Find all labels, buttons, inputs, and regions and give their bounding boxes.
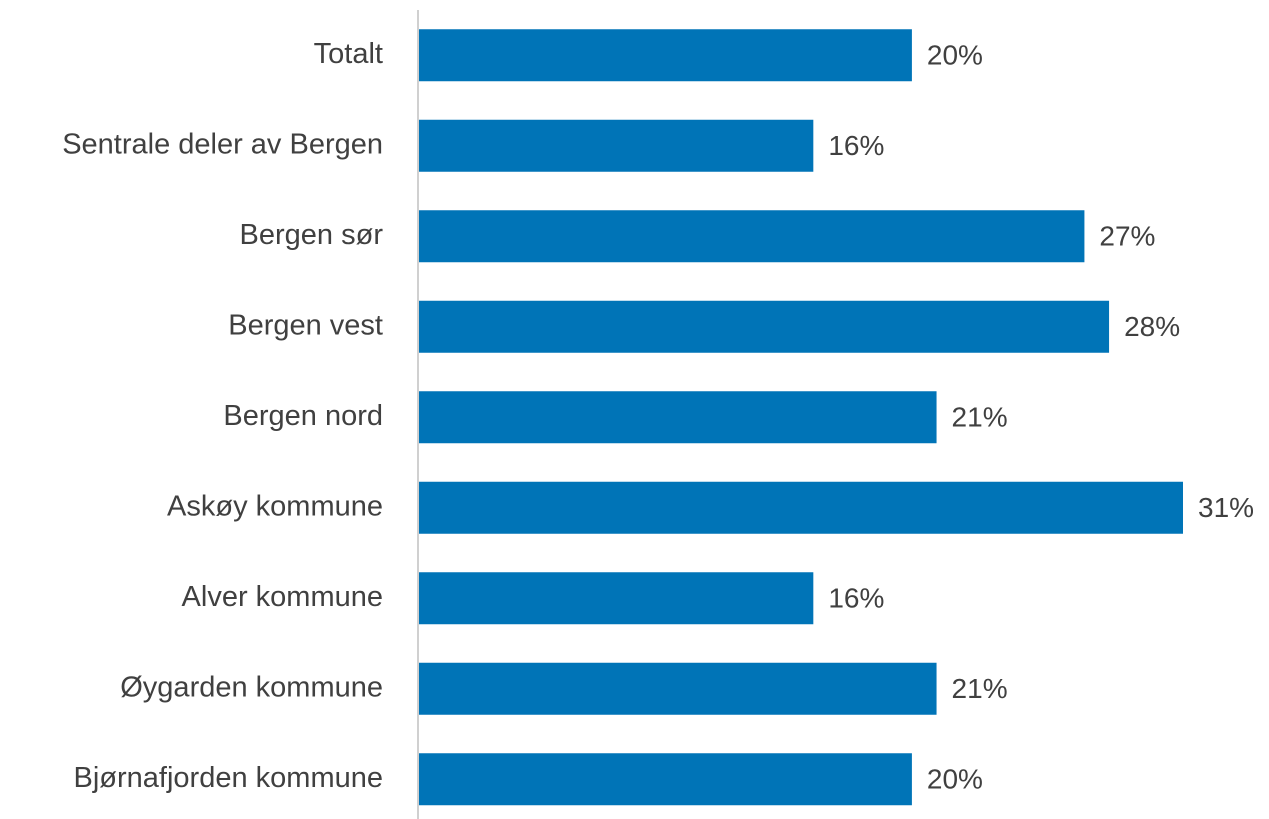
category-label: Bergen vest [228, 309, 383, 341]
data-label: 20% [927, 764, 983, 795]
data-label: 16% [828, 130, 884, 161]
category-label: Sentrale deler av Bergen [62, 128, 383, 160]
data-label: 28% [1124, 311, 1180, 342]
bar [419, 753, 912, 806]
category-label: Bergen sør [240, 219, 384, 251]
bar [419, 29, 912, 82]
data-label: 31% [1198, 492, 1254, 523]
category-label: Bjørnafjorden kommune [74, 762, 383, 794]
data-label: 21% [952, 402, 1008, 433]
category-label: Øygarden kommune [120, 671, 383, 703]
bar [419, 119, 814, 172]
category-label: Bergen nord [223, 400, 383, 432]
category-label: Totalt [314, 38, 383, 70]
bar [419, 662, 937, 715]
data-label: 21% [952, 673, 1008, 704]
bar [419, 481, 1183, 534]
data-label: 20% [927, 40, 983, 71]
bar [419, 572, 814, 625]
category-label: Alver kommune [182, 581, 383, 613]
data-label: 16% [828, 583, 884, 614]
bar [419, 210, 1085, 263]
category-label: Askøy kommune [167, 490, 383, 522]
bar [419, 391, 937, 444]
bar [419, 300, 1110, 353]
data-label: 27% [1099, 221, 1155, 252]
